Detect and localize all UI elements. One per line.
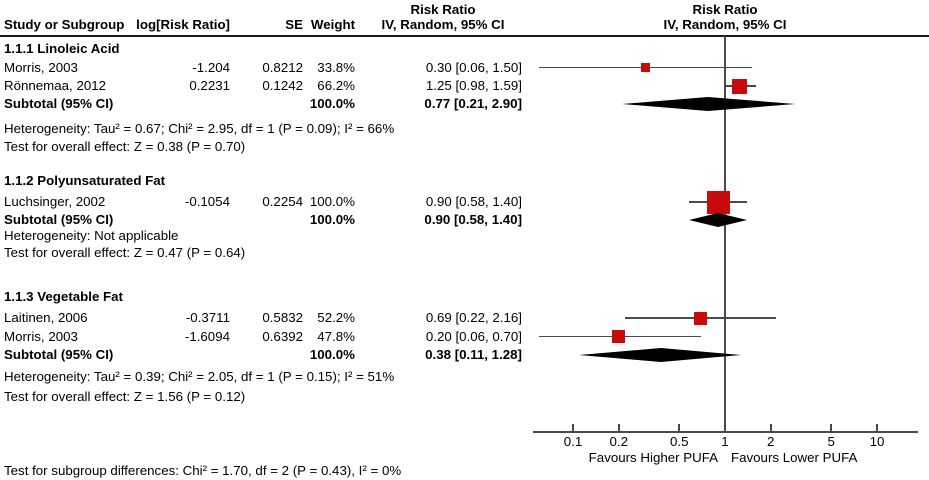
axis-tick [830,424,832,433]
axis-tick-label: 2 [767,434,775,449]
axis-tick [876,424,878,433]
col-header-study: Study or Subgroup [4,17,125,32]
ci-text: 1.25 [0.98, 1.59] [425,78,522,93]
study-name: Luchsinger, 2002 [4,194,106,209]
subtotal-weight: 100.0% [309,346,355,362]
study-name: Morris, 2003 [4,328,78,344]
axis-tick-label: 0.5 [669,434,689,449]
axis-tick [678,424,680,433]
ci-text: 0.20 [0.06, 0.70] [425,328,522,344]
heterogeneity-text: Heterogeneity: Not applicable [4,228,179,243]
subtotal-label: Subtotal (95% CI) [4,96,114,111]
plot-header-rr-line1: Risk Ratio [692,2,758,17]
log-risk-ratio: -0.1054 [184,194,230,209]
col-header-log-rr: log[Risk Ratio] [136,17,230,32]
effect-square [694,311,707,325]
axis-tick-label: 0.2 [609,434,629,449]
weight-value: 47.8% [317,328,355,344]
header-divider-line [0,35,929,37]
se-value: 0.8212 [262,59,303,75]
axis-tick-label: 1 [721,434,729,449]
pooled-diamond [689,213,748,227]
subtotal-weight: 100.0% [309,96,355,111]
axis-tick-label: 0.1 [563,434,583,449]
effect-square [706,190,730,214]
study-name: Morris, 2003 [4,59,78,75]
pooled-diamond [621,97,796,111]
ci-text: 0.69 [0.22, 2.16] [425,310,522,325]
heterogeneity-text: Heterogeneity: Tau² = 0.39; Chi² = 2.05,… [4,369,395,384]
ci-text: 0.30 [0.06, 1.50] [425,59,522,75]
axis-tick-label: 5 [827,434,835,449]
se-value: 0.5832 [262,310,303,325]
axis-tick [618,424,620,433]
axis-tick-label: 10 [869,434,885,449]
null-effect-line [724,36,726,432]
subtotal-weight: 100.0% [309,212,355,227]
subtotal-ci-text: 0.38 [0.11, 1.28] [425,346,522,362]
axis-tick [770,424,772,433]
log-risk-ratio: -1.6094 [184,328,230,344]
weight-value: 33.8% [317,59,355,75]
axis-tick [724,424,726,433]
log-risk-ratio: -1.204 [192,59,230,75]
col-header-se: SE [285,17,303,32]
subgroup-title: 1.1.2 Polyunsaturated Fat [4,173,166,188]
log-risk-ratio: -0.3711 [185,310,230,325]
col-header-rr-line2: IV, Random, 95% CI [381,17,505,32]
effect-square [641,63,651,72]
log-risk-ratio: 0.2231 [189,78,230,93]
ci-text: 0.90 [0.58, 1.40] [425,194,522,209]
overall-effect-text: Test for overall effect: Z = 0.47 (P = 0… [4,245,246,260]
overall-effect-text: Test for overall effect: Z = 0.38 (P = 0… [4,138,246,154]
overall-effect-text: Test for overall effect: Z = 1.56 (P = 0… [4,389,246,404]
se-value: 0.2254 [262,194,303,209]
axis-tick [572,424,574,433]
effect-square [732,78,748,94]
study-name: Rönnemaa, 2012 [4,78,107,93]
weight-value: 66.2% [317,78,355,93]
col-header-weight: Weight [310,17,355,32]
subgroup-difference-text: Test for subgroup differences: Chi² = 1.… [4,463,402,478]
heterogeneity-text: Heterogeneity: Tau² = 0.67; Chi² = 2.95,… [4,121,395,136]
effect-square [612,330,626,343]
subgroup-title: 1.1.3 Vegetable Fat [4,289,123,304]
weight-value: 100.0% [309,194,355,209]
se-value: 0.1242 [262,78,303,93]
subtotal-ci-text: 0.90 [0.58, 1.40] [424,212,522,227]
plot-header-rr-line2: IV, Random, 95% CI [663,17,787,32]
col-header-rr-line1: Risk Ratio [410,2,476,17]
subtotal-ci-text: 0.77 [0.21, 2.90] [424,96,522,111]
subtotal-label: Subtotal (95% CI) [4,212,114,227]
se-value: 0.6392 [262,328,303,344]
study-name: Laitinen, 2006 [4,310,88,325]
favours-left-label: Favours Higher PUFA [588,450,718,465]
pooled-diamond [579,347,742,362]
subtotal-label: Subtotal (95% CI) [4,346,114,362]
favours-right-label: Favours Lower PUFA [731,450,858,465]
subgroup-title: 1.1.1 Linoleic Acid [4,41,120,56]
weight-value: 52.2% [317,310,355,325]
